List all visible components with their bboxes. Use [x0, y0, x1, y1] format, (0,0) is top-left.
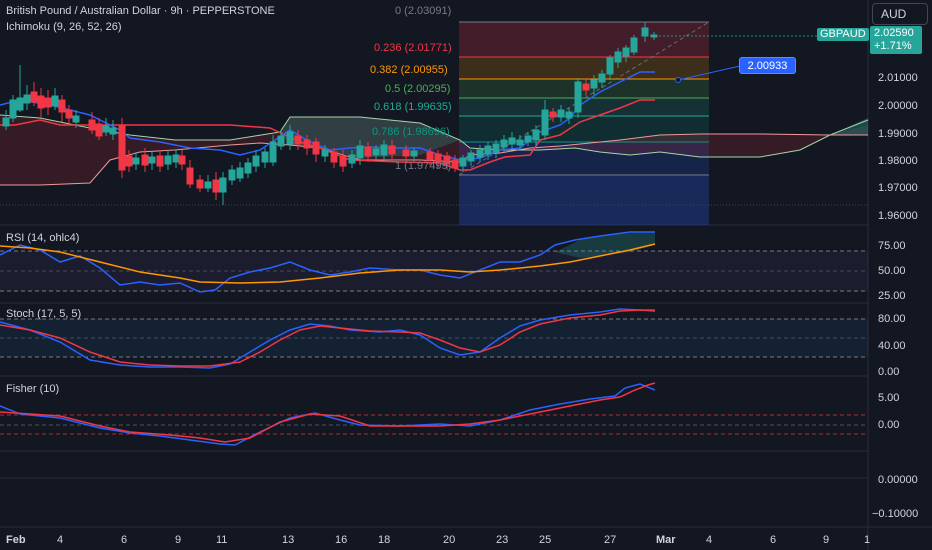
fib-level-1: 1 (1.97499) — [395, 160, 452, 172]
chart-title[interactable]: British Pound / Australian Dollar · 9h ·… — [6, 5, 275, 17]
price-tick: 1.97000 — [878, 182, 918, 194]
time-tick: 11 — [216, 534, 227, 546]
extra-tick: 0.00000 — [878, 474, 918, 486]
fib-retracement[interactable] — [458, 21, 710, 225]
candlesticks[interactable] — [2, 22, 658, 205]
price-tick: 1.98000 — [878, 155, 918, 167]
fisher-legend[interactable]: Fisher (10) — [6, 383, 60, 395]
time-tick: 4 — [57, 534, 63, 546]
kijun-line — [0, 99, 655, 171]
time-tick: 16 — [335, 534, 347, 546]
time-tick: 9 — [823, 534, 829, 546]
time-tick: Mar — [656, 534, 676, 546]
price-tick: 1.96000 — [878, 210, 918, 222]
stoch-tick: 40.00 — [878, 340, 906, 352]
currency-label: AUD — [881, 7, 907, 21]
stoch-legend[interactable]: Stoch (17, 5, 5) — [6, 308, 82, 320]
rsi-tick: 75.00 — [878, 240, 906, 252]
time-tick: 4 — [706, 534, 712, 546]
time-tick: 6 — [121, 534, 127, 546]
price-axis[interactable]: 2.01000 2.00000 1.99000 1.98000 1.97000 … — [872, 72, 918, 520]
ichimoku-legend[interactable]: Ichimoku (9, 26, 52, 26) — [6, 21, 122, 33]
symbol-tag: GBPAUD — [817, 28, 869, 41]
time-axis[interactable]: Feb 4 6 9 11 13 16 18 20 23 25 27 Mar 4 … — [6, 534, 870, 546]
fib-level-618: 0.618 (1.99635) — [374, 101, 452, 113]
price-tick: 1.99000 — [878, 128, 918, 140]
fib-level-236: 0.236 (2.01771) — [374, 42, 452, 54]
extra-tick: −0.10000 — [872, 508, 918, 520]
fib-level-0: 0 (2.03091) — [395, 5, 452, 17]
currency-selector[interactable]: AUD — [872, 3, 928, 25]
rsi-tick: 25.00 — [878, 290, 906, 302]
fisher-tick: 5.00 — [878, 392, 899, 404]
time-tick: 13 — [282, 534, 294, 546]
time-tick: 25 — [539, 534, 551, 546]
fib-level-786: 0.786 (1.98696) — [372, 126, 450, 138]
time-tick: 1 — [864, 534, 870, 546]
price-tick: 2.01000 — [878, 72, 918, 84]
fisher-pane[interactable] — [0, 382, 868, 446]
time-tick: 20 — [443, 534, 455, 546]
time-tick: 18 — [378, 534, 390, 546]
price-change: +1.71% — [874, 40, 912, 52]
last-price: 2.02590 — [874, 27, 914, 39]
time-tick: 9 — [175, 534, 181, 546]
price-tick: 2.00000 — [878, 100, 918, 112]
stoch-tick: 80.00 — [878, 313, 906, 325]
stoch-pane[interactable] — [0, 308, 868, 369]
rsi-pane[interactable] — [0, 231, 868, 293]
time-tick: 23 — [496, 534, 508, 546]
fib-level-382: 0.382 (2.00955) — [370, 64, 448, 76]
last-price-tag: 2.02590 +1.71% — [870, 26, 922, 54]
crosshair-price-label[interactable]: 2.00933 — [739, 57, 796, 74]
time-tick: Feb — [6, 534, 26, 546]
fib-level-50: 0.5 (2.00295) — [385, 83, 451, 95]
rsi-legend[interactable]: RSI (14, ohlc4) — [6, 232, 80, 244]
time-tick: 6 — [770, 534, 776, 546]
fisher-tick: 0.00 — [878, 419, 899, 431]
time-tick: 27 — [604, 534, 616, 546]
rsi-tick: 50.00 — [878, 265, 906, 277]
stoch-tick: 0.00 — [878, 366, 899, 378]
